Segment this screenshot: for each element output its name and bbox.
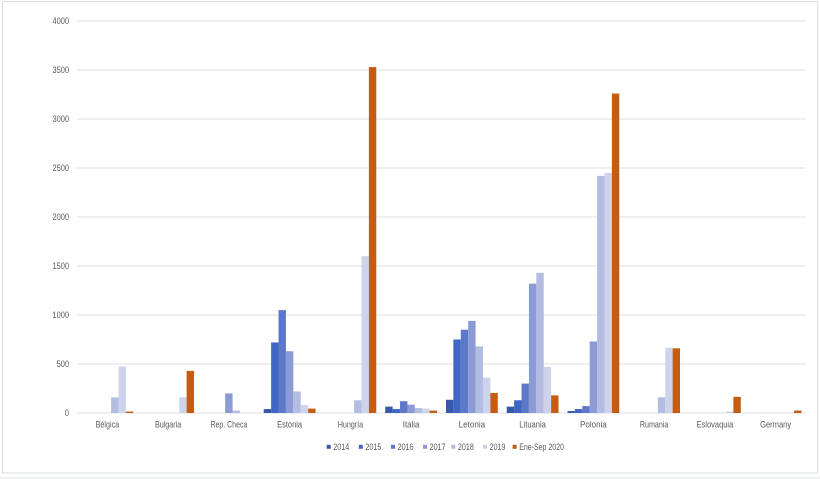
svg-text:Rumania: Rumania (640, 419, 669, 429)
svg-text:2014: 2014 (333, 442, 349, 452)
svg-text:Germany: Germany (760, 419, 791, 429)
svg-text:Bélgica: Bélgica (96, 419, 120, 429)
svg-text:500: 500 (57, 359, 69, 369)
svg-text:Lituania: Lituania (519, 419, 546, 429)
svg-text:3500: 3500 (53, 65, 70, 75)
svg-text:Rep. Checa: Rep. Checa (210, 419, 248, 429)
svg-text:Letonia: Letonia (459, 419, 486, 429)
svg-text:Hungría: Hungría (338, 419, 364, 429)
svg-text:3000: 3000 (53, 114, 70, 124)
svg-text:2015: 2015 (365, 442, 381, 452)
svg-text:2017: 2017 (430, 442, 446, 452)
svg-text:2019: 2019 (490, 442, 506, 452)
svg-text:0: 0 (65, 408, 69, 418)
svg-text:Italia: Italia (403, 419, 420, 429)
svg-text:Estonia: Estonia (277, 419, 303, 429)
svg-text:Polonia: Polonia (580, 419, 607, 429)
svg-text:2500: 2500 (53, 163, 70, 173)
svg-text:1500: 1500 (53, 261, 70, 271)
svg-text:2018: 2018 (458, 442, 474, 452)
svg-text:Eslovaquia: Eslovaquia (697, 419, 734, 429)
svg-text:2016: 2016 (398, 442, 414, 452)
svg-text:Bulgaria: Bulgaria (155, 419, 182, 429)
svg-text:Ene-Sep 2020: Ene-Sep 2020 (519, 442, 564, 452)
svg-text:2000: 2000 (53, 212, 70, 222)
svg-text:1000: 1000 (53, 310, 70, 320)
svg-text:4000: 4000 (53, 16, 70, 26)
